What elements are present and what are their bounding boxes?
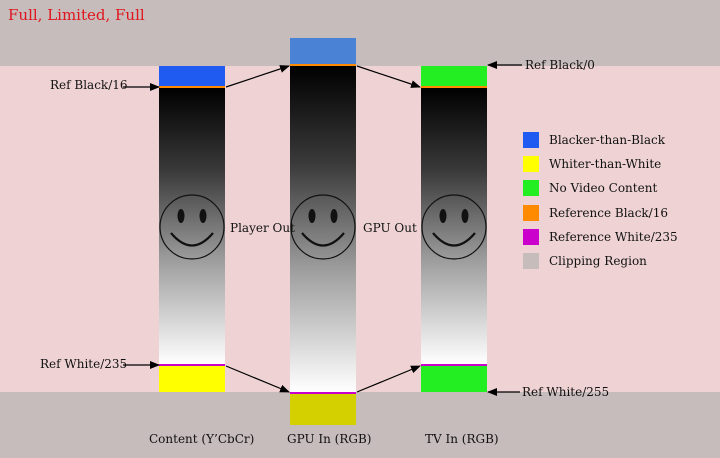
content-to-gpu-white-arrow [225,365,290,393]
tv-bottom-no-video-block [421,366,487,392]
gpu-out-label: GPU Out [363,221,417,235]
legend-label: Whiter-than-White [549,157,662,171]
ref-black-0-label: Ref Black/0 [525,58,595,72]
legend-swatch [523,156,539,172]
tv-column-label: TV In (RGB) [425,432,499,446]
legend-swatch [523,253,539,269]
tv-top-no-video-block [421,66,487,86]
gpu-wtw-block [290,394,356,425]
ref-white-235-label: Ref White/235 [40,357,128,371]
gpu-btb-block [290,38,356,64]
legend-label: Clipping Region [549,254,647,268]
content-gradient-bar [159,88,225,364]
legend-swatch [523,229,539,245]
gpu-to-tv-black-arrow [356,65,421,88]
legend-label: Reference White/235 [549,230,678,244]
ref-black-16-label: Ref Black/16 [50,78,128,92]
content-ref-white-line [159,364,225,366]
video-range-region [0,66,720,392]
tv-gradient-bar [421,88,487,364]
content-btb-block [159,66,225,86]
content-ref-black-line [159,86,225,88]
smiley-face-icon [159,194,225,260]
legend-swatch [523,205,539,221]
content-column-label: Content (Y’CbCr) [149,432,255,446]
gpu-to-tv-white-arrow [356,365,421,393]
smiley-face-icon [290,194,356,260]
content-to-gpu-black-arrow [225,65,290,88]
legend-label: Blacker-than-Black [549,133,665,147]
player-out-label: Player Out [230,221,295,235]
ref-white-255-label: Ref White/255 [522,385,610,399]
diagram-title: Full, Limited, Full [8,6,145,24]
tv-ref-white-line [421,364,487,366]
gpu-ref-white-line [290,392,356,394]
tv-ref-black-line [421,86,487,88]
legend-label: Reference Black/16 [549,206,668,220]
content-wtw-block [159,366,225,392]
legend-label: No Video Content [549,181,658,195]
legend-swatch [523,132,539,148]
clipping-region-bottom [0,392,720,458]
gpu-gradient-bar [290,66,356,392]
smiley-face-icon [421,194,487,260]
gpu-column-label: GPU In (RGB) [287,432,372,446]
legend-swatch [523,180,539,196]
clipping-region-top [0,0,720,66]
gpu-ref-black-line [290,64,356,66]
